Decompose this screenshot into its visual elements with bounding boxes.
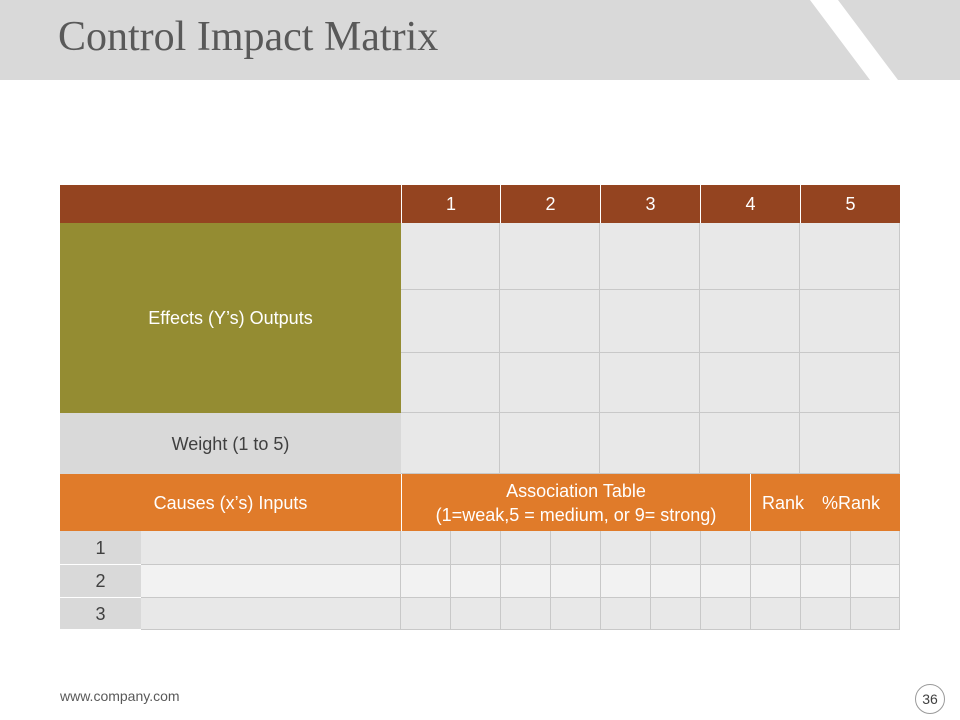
cause-cell: [601, 531, 651, 565]
cause-cell: [141, 598, 401, 630]
cause-cell: [601, 565, 651, 598]
effect-cell: [800, 290, 900, 353]
association-table-header: Association Table (1=weak,5 = medium, or…: [401, 474, 750, 531]
weight-cell: [401, 413, 500, 474]
footer-url: www.company.com: [60, 688, 180, 704]
rank-label: Rank: [762, 492, 805, 513]
cause-cell: [751, 598, 801, 630]
association-title: Association Table: [506, 480, 646, 501]
cause-cell: [501, 565, 551, 598]
weight-cell: [600, 413, 700, 474]
effect-cell: [600, 223, 700, 290]
cause-row-number: 2: [60, 565, 141, 598]
cause-cell: [501, 598, 551, 630]
cause-cell: [651, 565, 701, 598]
slide-title: Control Impact Matrix: [58, 14, 439, 60]
cause-cell: [701, 531, 751, 565]
effects-label: Effects (Y’s) Outputs: [60, 223, 401, 413]
effect-cell: [700, 223, 800, 290]
weight-cell: [800, 413, 900, 474]
cause-cell: [751, 531, 801, 565]
cause-cell: [601, 598, 651, 630]
header-band: [0, 0, 960, 80]
effect-cell: [500, 290, 600, 353]
causes-label: Causes (x’s) Inputs: [60, 474, 401, 531]
effect-cell: [500, 223, 600, 290]
effect-cell: [800, 223, 900, 290]
effect-cell: [401, 353, 500, 413]
cause-cell: [851, 565, 900, 598]
column-header-2: 2: [500, 185, 600, 223]
cause-cell: [141, 531, 401, 565]
cause-cell: [401, 598, 451, 630]
cause-cell: [401, 531, 451, 565]
cause-cell: [851, 598, 900, 630]
cause-cell: [651, 598, 701, 630]
column-header-4: 4: [700, 185, 800, 223]
cause-cell: [801, 565, 851, 598]
cause-cell: [851, 531, 900, 565]
cause-cell: [551, 565, 601, 598]
effect-cell: [800, 353, 900, 413]
effect-cell: [600, 290, 700, 353]
cause-row-number: 1: [60, 531, 141, 565]
percent-rank-label: %Rank: [822, 492, 881, 513]
cause-cell: [551, 531, 601, 565]
page-number: 36: [915, 684, 945, 714]
cause-cell: [701, 598, 751, 630]
cause-cell: [141, 565, 401, 598]
effect-cell: [600, 353, 700, 413]
cause-cell: [551, 598, 601, 630]
weight-cell: [500, 413, 600, 474]
cause-cell: [801, 531, 851, 565]
effect-cell: [700, 353, 800, 413]
cause-cell: [451, 565, 501, 598]
cause-cell: [651, 531, 701, 565]
effect-cell: [700, 290, 800, 353]
cause-cell: [451, 598, 501, 630]
weight-label: Weight (1 to 5): [60, 413, 401, 474]
cause-row-number: 3: [60, 598, 141, 630]
cause-cell: [501, 531, 551, 565]
effect-cell: [401, 290, 500, 353]
cause-cell: [401, 565, 451, 598]
weight-cell: [700, 413, 800, 474]
rank-header: Rank %Rank: [750, 474, 900, 531]
association-scale: (1=weak,5 = medium, or 9= strong): [435, 504, 717, 525]
cause-cell: [751, 565, 801, 598]
column-header-5: 5: [800, 185, 900, 223]
cause-cell: [451, 531, 501, 565]
effect-cell: [500, 353, 600, 413]
column-header-1: 1: [401, 185, 500, 223]
cause-cell: [701, 565, 751, 598]
column-header-3: 3: [600, 185, 700, 223]
cause-cell: [801, 598, 851, 630]
effect-cell: [401, 223, 500, 290]
header-corner: [60, 185, 401, 223]
